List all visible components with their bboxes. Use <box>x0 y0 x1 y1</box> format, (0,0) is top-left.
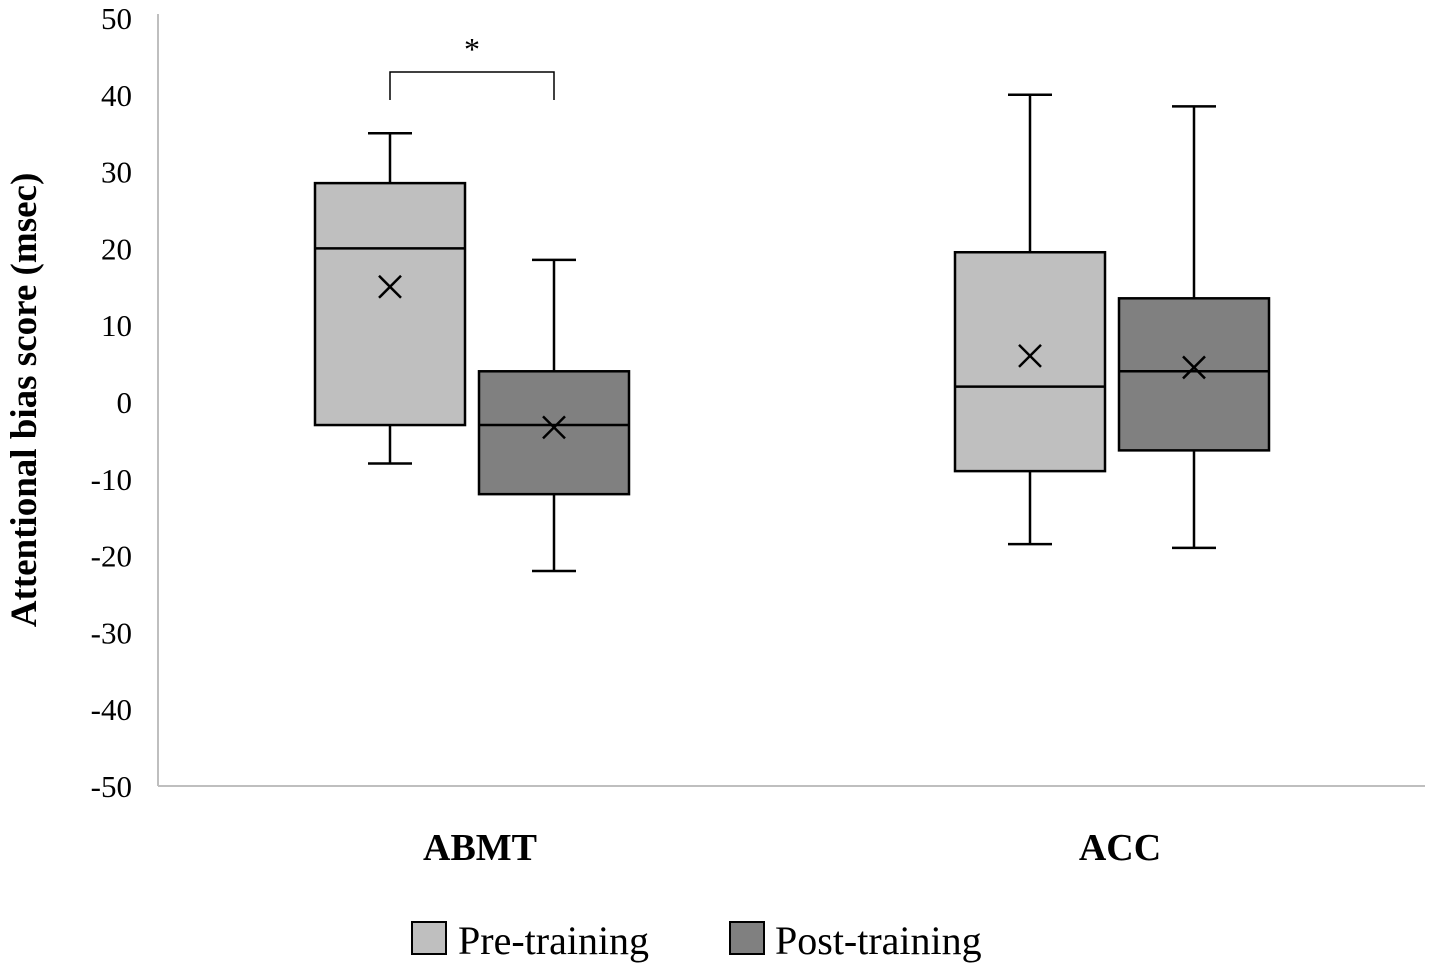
iqr-box <box>1117 297 1271 452</box>
y-tick-label: -20 <box>91 539 132 574</box>
y-tick-label: -50 <box>91 769 132 804</box>
legend-swatch <box>411 921 447 955</box>
category-labels: ABMT ACC <box>423 827 1161 869</box>
box-ABMT-Pre-training <box>313 131 467 465</box>
iqr-box <box>477 370 631 496</box>
iqr-box <box>313 181 467 427</box>
mean-marker <box>542 415 566 440</box>
significance-label: * <box>464 31 480 67</box>
axes: 50 40 30 20 10 0 -10 -20 -30 -40 -50 <box>91 1 1425 804</box>
legend-swatch <box>729 921 765 955</box>
iqr-box <box>953 250 1107 473</box>
category-label: ABMT <box>423 827 537 869</box>
legend-label: Pre-training <box>458 918 649 963</box>
mean-marker <box>378 274 402 299</box>
legend: Pre-training Post-training <box>411 918 982 963</box>
bracket-line <box>389 71 555 100</box>
y-tick-labels: 50 40 30 20 10 0 -10 -20 -30 -40 -50 <box>91 1 132 804</box>
legend-label: Post-training <box>775 918 982 963</box>
mean-marker <box>1018 344 1042 368</box>
y-tick-label: 50 <box>101 1 132 36</box>
box-ABMT-Post-training <box>477 258 631 573</box>
boxes <box>313 93 1271 573</box>
y-tick-label: 10 <box>101 308 132 343</box>
y-tick-label: -10 <box>91 462 132 497</box>
y-tick-label: -40 <box>91 692 132 727</box>
y-axis-title: Attentional bias score (msec) <box>4 173 45 628</box>
mean-marker <box>1182 355 1206 380</box>
legend-item: Post-training <box>729 918 982 963</box>
y-tick-label: 20 <box>101 231 132 266</box>
y-tick-label: 40 <box>101 78 132 113</box>
significance-bracket: * <box>389 31 555 100</box>
box-ACC-Post-training <box>1117 105 1271 550</box>
category-label: ACC <box>1079 827 1161 869</box>
legend-item: Pre-training <box>411 918 649 963</box>
box-ACC-Pre-training <box>953 93 1107 546</box>
y-tick-label: -30 <box>91 615 132 650</box>
y-tick-label: 0 <box>117 385 133 420</box>
y-tick-label: 30 <box>101 155 132 190</box>
annotations: * <box>389 31 555 100</box>
